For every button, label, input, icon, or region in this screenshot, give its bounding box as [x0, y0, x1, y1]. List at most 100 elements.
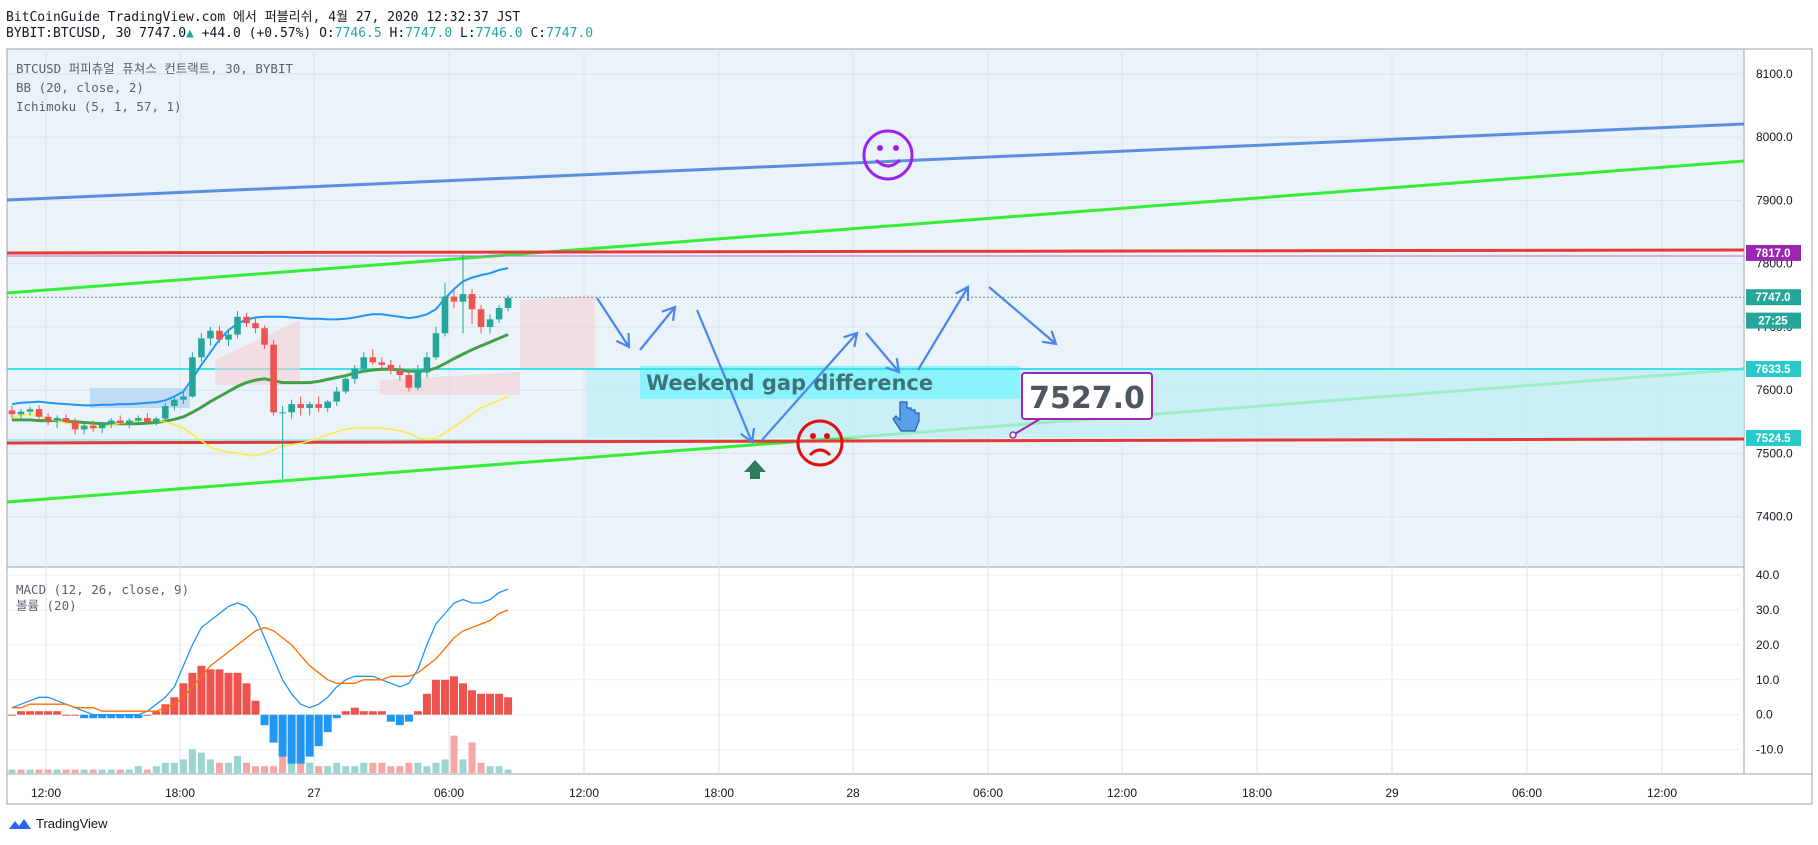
volume-bar: [270, 766, 278, 773]
path-arrow-3: [695, 309, 754, 443]
candle-body: [270, 344, 277, 413]
candle-body: [252, 323, 259, 329]
macd-histogram-bar: [161, 704, 170, 715]
volume-bar: [44, 769, 52, 773]
volume-bar: [53, 769, 61, 773]
macd-histogram-bar: [413, 711, 422, 715]
price-tag-bg-3: [1746, 361, 1801, 378]
path-arrow-6-head: [955, 285, 970, 302]
candle-body: [369, 357, 377, 363]
volume-bar: [360, 762, 368, 773]
path-arrow-7-head: [1042, 330, 1058, 346]
candle-body: [387, 364, 395, 370]
macd-histogram-bar: [314, 714, 323, 747]
candle-body: [279, 412, 286, 414]
macd-histogram-bar: [8, 714, 16, 716]
macd-histogram-bar: [296, 714, 305, 764]
volume-bar: [243, 762, 251, 773]
macd-histogram-bar: [350, 707, 359, 715]
price-tag-1: 7747.0: [1755, 292, 1790, 304]
candle-body: [26, 409, 34, 412]
ichimoku-cloud-2: [215, 320, 300, 385]
candle-body: [405, 375, 413, 388]
price-tag-2: 27:25: [1758, 316, 1788, 328]
upper-trendline: [6, 122, 1745, 202]
volume-bar: [477, 762, 485, 773]
macd-histogram-bar: [431, 679, 440, 715]
brand-name: TradingView: [36, 816, 108, 831]
macd-histogram-bar: [449, 676, 458, 715]
candle-body: [89, 425, 97, 429]
macd-histogram-bar: [98, 714, 107, 719]
sad-face-eye-left: [810, 433, 816, 439]
time-axis-label-6: 28: [846, 786, 860, 800]
volume-bar: [459, 759, 467, 773]
volume-bar: [143, 769, 151, 773]
path-arrow-4-head: [843, 331, 859, 347]
time-axis-label-7: 06:00: [973, 786, 1003, 800]
macd-histogram-bar: [80, 714, 89, 719]
macd-histogram-bar: [332, 714, 341, 719]
volume-bar: [396, 766, 404, 773]
time-axis-label-11: 06:00: [1512, 786, 1542, 800]
volume-bar: [206, 759, 214, 773]
low-value: 7746.0: [475, 26, 523, 41]
time-axis-frame: [6, 773, 1813, 805]
candle-body: [333, 391, 341, 402]
candle-body: [107, 420, 115, 425]
candle-body: [288, 404, 295, 413]
macd-histogram-bar: [269, 714, 278, 743]
candle-body: [134, 418, 142, 421]
macd-axis-label-1: 0.0: [1756, 708, 1773, 722]
macd-histogram-bar: [26, 711, 35, 715]
price-callout-text: 7527.0: [1029, 381, 1145, 416]
macd-histogram-bar: [179, 683, 188, 715]
macd-histogram-bar: [44, 711, 53, 715]
volume-bar: [324, 766, 332, 773]
candle-body: [315, 404, 322, 408]
path-arrow-2: [639, 306, 676, 351]
resistance-level-line: [6, 248, 1745, 255]
price-callout-anchor: [1009, 431, 1017, 439]
ichimoku-cloud-4: [520, 295, 595, 368]
price-axis-label-7: 8100.0: [1756, 67, 1793, 81]
price-axis-label-2: 7600.0: [1756, 383, 1793, 397]
candle-body: [360, 357, 368, 369]
time-axis-label-4: 12:00: [569, 786, 599, 800]
close-value: 7747.0: [546, 26, 594, 41]
volume-bar: [261, 766, 269, 773]
candle-body: [53, 418, 61, 421]
macd-histogram-bar: [404, 714, 413, 722]
macd-histogram-bar: [395, 714, 404, 726]
price-callout-box: [1021, 372, 1153, 420]
volume-bar: [89, 769, 97, 773]
low-label: L:: [460, 26, 476, 41]
candle-body: [153, 418, 160, 422]
candle-body: [234, 316, 241, 335]
macd-histogram-bar: [278, 714, 287, 757]
candle-body: [324, 401, 331, 408]
macd-histogram-bar: [468, 690, 477, 715]
macd-histogram-bar: [107, 714, 116, 719]
candle-body: [207, 330, 214, 339]
time-axis-label-5: 18:00: [704, 786, 734, 800]
path-arrow-5-head: [885, 358, 901, 374]
candle-body: [378, 362, 386, 365]
macd-histogram-bar: [359, 711, 368, 715]
candle-body: [342, 378, 350, 392]
happy-face-icon: [862, 129, 914, 181]
volume-bar: [423, 766, 431, 773]
volume-bar: [215, 762, 223, 773]
sad-face-eye-right: [824, 433, 830, 439]
path-arrow-4: [761, 332, 858, 441]
macd-histogram-bar: [143, 714, 152, 716]
macd-histogram-bar: [17, 711, 26, 715]
candle-body: [116, 420, 124, 424]
candle-body: [477, 309, 485, 327]
candle-body: [62, 418, 70, 422]
path-arrow-7: [988, 286, 1057, 345]
macd-histogram-bar: [188, 672, 197, 715]
candle-body: [180, 396, 187, 400]
candle-body: [71, 421, 79, 430]
